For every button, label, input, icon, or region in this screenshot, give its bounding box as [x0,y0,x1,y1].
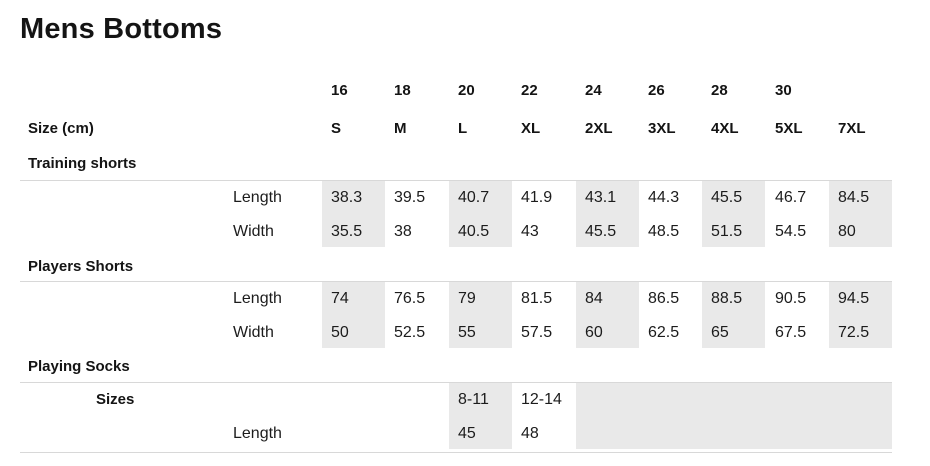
table-cell: 50 [331,324,349,341]
numeric-size: 20 [458,82,475,99]
table-cell: 38 [394,223,412,240]
shaded-column-band [829,181,892,247]
table-cell: 35.5 [331,223,363,240]
section-header-playing-socks: Playing Socks [0,350,930,384]
table-row-socks-sizes: Sizes 8-11 12-14 [0,383,930,417]
row-label: Sizes [96,391,135,408]
page-title: Mens Bottoms [20,13,223,45]
table-cell: 60 [585,324,603,341]
section-header-players-shorts: Players Shorts [0,250,930,284]
letter-size: M [394,120,407,137]
table-cell: 45.5 [711,189,743,206]
numeric-size-header-row: 16 18 20 22 24 26 28 30 [0,74,930,108]
table-cell: 74 [331,290,349,307]
letter-size: 5XL [775,120,803,137]
row-label: Length [233,189,282,206]
table-row-players-width: Width 50 52.5 55 57.5 60 62.5 65 67.5 72… [0,316,930,350]
shaded-column-band [449,282,512,348]
table-cell: 43.1 [585,189,617,206]
shaded-column-band [449,383,512,449]
table-row-players-length: Length 74 76.5 79 81.5 84 86.5 88.5 90.5… [0,282,930,316]
table-row-socks-length: Length 45 48 [0,417,930,451]
shaded-column-band [576,181,639,247]
letter-size: XL [521,120,541,137]
table-cell: 8-11 [458,391,489,408]
table-cell: 45 [458,425,476,442]
shaded-column-band [576,282,639,348]
table-cell: 41.9 [521,189,553,206]
numeric-size: 30 [775,82,792,99]
table-cell: 48.5 [648,223,680,240]
table-cell: 67.5 [775,324,807,341]
table-cell: 84 [585,290,603,307]
section-name: Players Shorts [28,258,134,275]
table-cell: 72.5 [838,324,870,341]
numeric-size: 28 [711,82,728,99]
table-cell: 54.5 [775,223,807,240]
section-name: Training shorts [28,155,137,172]
letter-size: 3XL [648,120,676,137]
letter-size: S [331,120,342,137]
section-divider [20,180,892,181]
table-cell: 88.5 [711,290,743,307]
table-cell: 44.3 [648,189,680,206]
row-label: Length [233,290,282,307]
table-cell: 81.5 [521,290,553,307]
table-bottom-divider [20,452,892,453]
numeric-size: 26 [648,82,665,99]
numeric-size: 24 [585,82,602,99]
table-cell: 55 [458,324,476,341]
shaded-column-band [702,181,765,247]
table-cell: 38.3 [331,189,363,206]
row-label: Length [233,425,282,442]
numeric-size: 16 [331,82,348,99]
table-cell: 79 [458,290,476,307]
table-cell: 90.5 [775,290,807,307]
letter-size: 2XL [585,120,613,137]
table-cell: 80 [838,223,856,240]
table-cell: 62.5 [648,324,680,341]
letter-size-header-row: Size (cm) S M L XL 2XL 3XL 4XL 5XL 7XL [0,112,930,146]
table-cell: 40.7 [458,189,490,206]
table-cell: 39.5 [394,189,426,206]
shaded-column-band [449,181,512,247]
numeric-size: 18 [394,82,411,99]
section-name: Playing Socks [28,358,130,375]
table-cell: 12-14 [521,391,562,408]
numeric-size: 22 [521,82,538,99]
shaded-merged-band [576,383,892,449]
row-label: Width [233,223,274,240]
table-cell: 45.5 [585,223,617,240]
shaded-column-band [322,282,385,348]
table-row-training-length: Length 38.3 39.5 40.7 41.9 43.1 44.3 45.… [0,181,930,215]
letter-size: 4XL [711,120,739,137]
table-cell: 65 [711,324,729,341]
shaded-column-band [702,282,765,348]
table-cell: 51.5 [711,223,743,240]
shaded-column-band [322,181,385,247]
shaded-column-band [829,282,892,348]
table-cell: 40.5 [458,223,490,240]
table-cell: 57.5 [521,324,553,341]
table-cell: 52.5 [394,324,426,341]
table-cell: 84.5 [838,189,870,206]
table-cell: 76.5 [394,290,426,307]
table-cell: 43 [521,223,539,240]
section-divider [20,382,892,383]
row-label: Width [233,324,274,341]
table-cell: 86.5 [648,290,680,307]
table-row-training-width: Width 35.5 38 40.5 43 45.5 48.5 51.5 54.… [0,215,930,249]
table-cell: 94.5 [838,290,870,307]
section-header-training-shorts: Training shorts [0,147,930,181]
unit-label: Size (cm) [28,120,94,137]
table-cell: 48 [521,425,539,442]
table-cell: 46.7 [775,189,807,206]
section-divider [20,281,892,282]
letter-size: L [458,120,468,137]
letter-size: 7XL [838,120,866,137]
